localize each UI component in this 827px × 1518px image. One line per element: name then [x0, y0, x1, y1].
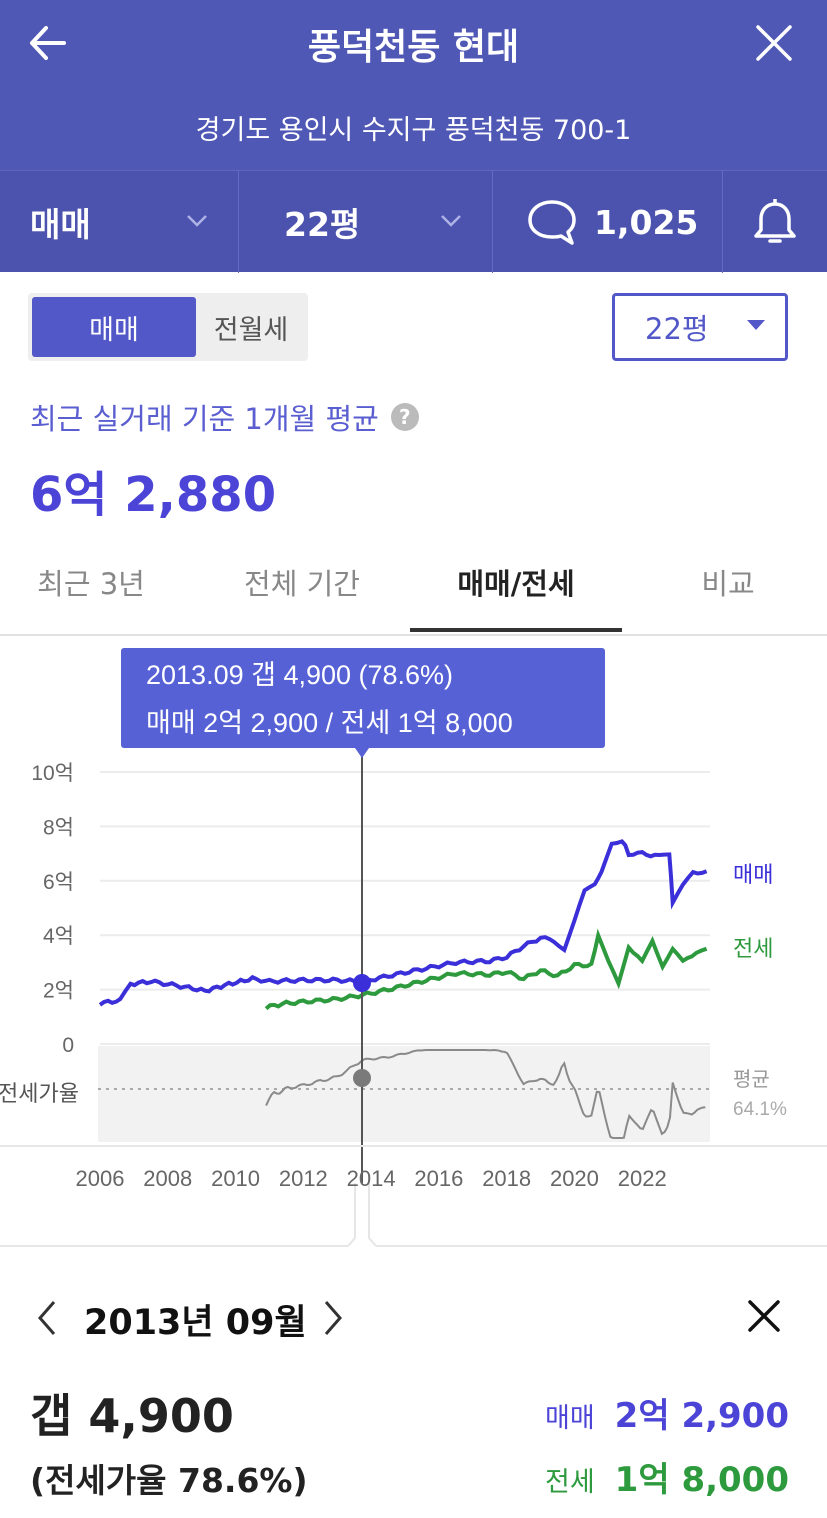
tab-recent-3y[interactable]: 최근 3년	[37, 567, 145, 601]
toggle-sale[interactable]: 매매	[32, 297, 196, 357]
bell-icon	[754, 199, 796, 243]
x-tick-label: 2008	[143, 1166, 192, 1191]
divider	[722, 171, 723, 273]
area-dropdown[interactable]: 22평	[284, 171, 484, 273]
sale-legend: 매매	[733, 862, 773, 887]
trade-toggle: 매매 전월세	[28, 293, 308, 361]
avg-label: 평균	[733, 1068, 770, 1091]
y-tick-label: 2억	[43, 980, 74, 1003]
address-text: 경기도 용인시 수지구 풍덕천동 700-1	[195, 115, 632, 146]
tab-sale-jeonse[interactable]: 매매/전세	[457, 567, 575, 601]
chevron-left-icon[interactable]	[34, 1298, 60, 1338]
x-tick-label: 2006	[76, 1166, 125, 1191]
tooltip-arrow	[355, 748, 369, 758]
date-navigator: 2013년 09월	[0, 1282, 827, 1352]
jeonse-detail-value: 1억 8,000	[614, 1460, 789, 1500]
chevron-down-icon	[441, 215, 461, 227]
jeonse-series-line	[264, 928, 708, 1011]
x-tick-label: 2018	[482, 1166, 531, 1191]
comment-count: 1,025	[594, 202, 699, 242]
speech-bubble-icon	[528, 200, 576, 245]
sale-detail-label: 매매	[544, 1403, 595, 1434]
x-tick-label: 2012	[279, 1166, 328, 1191]
ratio-label: 전세가율	[0, 1081, 79, 1106]
back-button[interactable]	[24, 18, 74, 68]
x-tick-label: 2010	[211, 1166, 260, 1191]
x-tick-label: 2014	[347, 1166, 396, 1191]
sale-series-line	[98, 839, 708, 1007]
close-icon	[756, 25, 792, 61]
x-tick-label: 2020	[550, 1166, 599, 1191]
gap-amount: 갭 4,900	[30, 1389, 234, 1443]
tooltip-line-2: 매매 2억 2,900 / 전세 1억 8,000	[146, 708, 513, 738]
y-tick-label: 4억	[43, 925, 74, 948]
close-button[interactable]	[749, 18, 799, 68]
chart-tooltip	[121, 648, 605, 748]
summary-caption-row: 최근 실거래 기준 1개월 평균 ?	[30, 396, 419, 438]
detail-pointer	[347, 1183, 377, 1247]
period-tabs: 최근 3년 전체 기간 매매/전세 비교	[0, 530, 827, 636]
tab-all-period[interactable]: 전체 기간	[244, 567, 360, 601]
page-title: 풍덕천동 현대	[307, 27, 520, 68]
ratio-marker	[353, 1069, 371, 1087]
x-tick-label: 2016	[414, 1166, 463, 1191]
app-header: 풍덕천동 현대 경기도 용인시 수지구 풍덕천동 700-1 매매 22평 1,…	[0, 0, 827, 273]
tooltip-line-1: 2013.09 갭 4,900 (78.6%)	[146, 660, 453, 690]
help-icon[interactable]: ?	[390, 403, 419, 431]
chevron-right-icon[interactable]	[320, 1298, 346, 1338]
divider	[238, 171, 239, 273]
jeonse-detail-label: 전세	[544, 1467, 595, 1498]
active-tab-indicator	[410, 628, 622, 632]
comments-button[interactable]: 1,025	[526, 171, 716, 273]
chart-svg: 10억 8억 6억 4억 2억 0 매매 전세 전세가율 평균 64.1% 2006 200…	[0, 648, 827, 1247]
sale-detail: 매매 2억 2,900	[545, 1388, 789, 1437]
tab-compare[interactable]: 비교	[701, 567, 755, 601]
filter-bar: 매매 22평 1,025	[0, 170, 827, 273]
area-select-value: 22평	[645, 312, 709, 346]
ratio-band	[98, 1046, 710, 1142]
close-detail-icon[interactable]	[744, 1296, 784, 1336]
alarm-button[interactable]	[750, 171, 810, 273]
jeonse-ratio: (전세가율 78.6%)	[30, 1461, 308, 1500]
y-tick-label: 8억	[43, 816, 74, 839]
jeonse-legend: 전세	[733, 936, 773, 961]
sale-detail-value: 2억 2,900	[614, 1396, 789, 1436]
area-label: 22평	[284, 205, 361, 244]
sale-marker	[353, 974, 371, 992]
summary-caption: 최근 실거래 기준 1개월 평균	[30, 402, 379, 436]
y-tick-label: 6억	[43, 871, 74, 894]
y-tick-label: 0	[62, 1034, 74, 1057]
toggle-rent[interactable]: 전월세	[213, 314, 289, 346]
trade-type-label: 매매	[30, 205, 91, 244]
x-tick-label: 2022	[618, 1166, 667, 1191]
caret-down-icon	[747, 320, 765, 330]
avg-value: 64.1%	[733, 1099, 787, 1120]
y-tick-label: 10억	[31, 762, 74, 785]
divider	[492, 171, 493, 273]
trade-type-dropdown[interactable]: 매매	[30, 171, 230, 273]
chevron-down-icon	[187, 215, 207, 227]
jeonse-detail: 전세 1억 8,000	[545, 1452, 789, 1501]
price-chart[interactable]: 10억 8억 6억 4억 2억 0 매매 전세 전세가율 평균 64.1% 2006 200…	[0, 638, 827, 1248]
selected-date: 2013년 09월	[84, 1303, 307, 1343]
average-price: 6억 2,880	[30, 467, 277, 523]
ratio-series-line	[265, 1048, 706, 1139]
area-select[interactable]: 22평	[612, 293, 788, 361]
back-arrow-icon	[30, 26, 66, 60]
